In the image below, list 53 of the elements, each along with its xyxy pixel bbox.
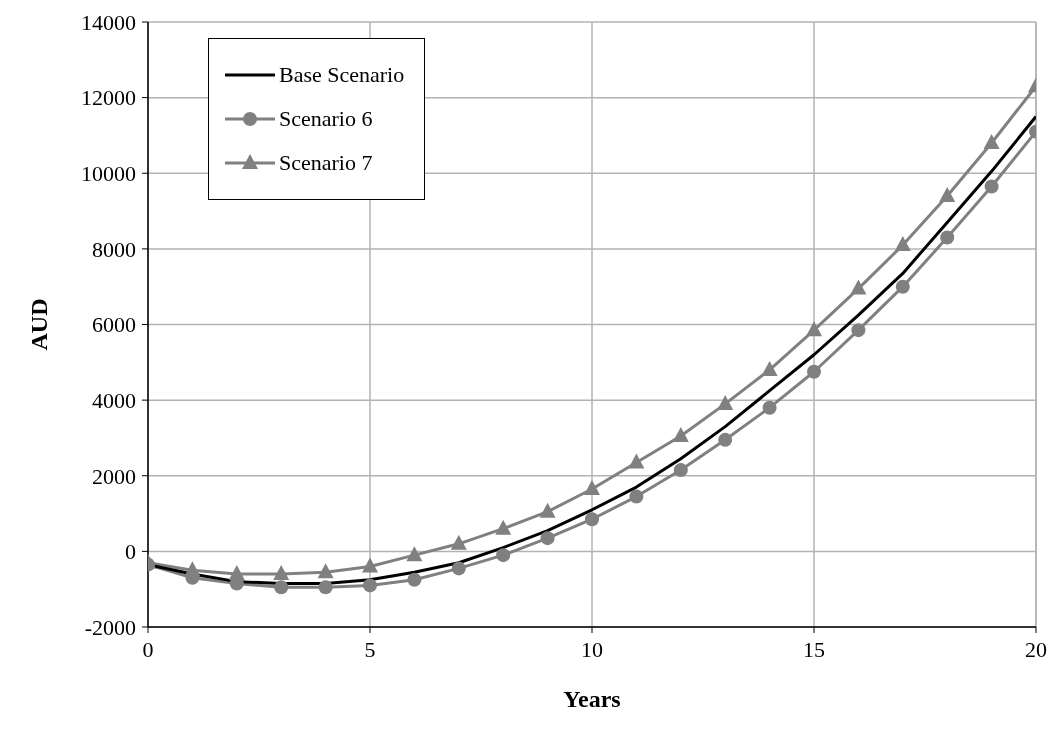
legend-label: Scenario 6	[279, 106, 373, 132]
point	[274, 580, 289, 595]
point	[672, 427, 689, 443]
point	[628, 453, 645, 469]
point	[406, 546, 423, 562]
point	[540, 531, 555, 546]
point	[939, 186, 956, 202]
point	[273, 565, 290, 581]
point	[451, 561, 466, 576]
point	[629, 489, 644, 504]
point	[585, 512, 599, 527]
point	[940, 230, 955, 245]
y-tick-label: 0	[125, 539, 136, 565]
y-tick-label: 14000	[81, 9, 136, 35]
point	[450, 534, 467, 550]
x-tick-label: 5	[364, 636, 376, 662]
point	[717, 394, 734, 410]
point	[851, 323, 866, 338]
y-tick-label: 6000	[92, 312, 136, 338]
point	[584, 479, 600, 495]
point	[673, 463, 688, 478]
point	[496, 548, 511, 563]
y-tick-label: 8000	[92, 236, 136, 262]
point	[895, 279, 910, 294]
x-tick-label: 0	[142, 636, 154, 662]
x-axis-title: Years	[563, 686, 621, 712]
point	[983, 134, 1000, 149]
legend-label: Base Scenario	[279, 62, 405, 88]
point	[806, 321, 822, 337]
x-tick-label: 10	[581, 636, 603, 662]
point	[984, 179, 999, 194]
point	[539, 502, 556, 518]
x-tick-label: 20	[1025, 636, 1047, 662]
y-tick-label: 2000	[92, 463, 136, 489]
y-tick-label: 10000	[81, 161, 136, 187]
point	[718, 432, 733, 447]
point	[761, 360, 778, 376]
y-axis-title: AUD	[25, 298, 52, 351]
y-tick-label: 4000	[92, 387, 136, 413]
legend-label: Scenario 7	[279, 150, 373, 176]
point	[363, 578, 377, 593]
point	[807, 364, 821, 379]
point	[762, 400, 777, 415]
point	[318, 580, 333, 595]
point	[495, 519, 512, 535]
y-tick-label: -2000	[84, 614, 136, 640]
point	[407, 572, 422, 587]
x-tick-label: 15	[803, 636, 825, 662]
point	[317, 563, 334, 579]
point	[362, 557, 378, 573]
point	[894, 236, 911, 252]
point	[850, 279, 867, 295]
y-tick-label: 12000	[81, 85, 136, 111]
